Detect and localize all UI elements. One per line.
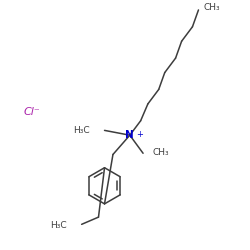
Text: CH₃: CH₃ bbox=[203, 3, 220, 12]
Text: Cl⁻: Cl⁻ bbox=[24, 107, 41, 117]
Text: CH₃: CH₃ bbox=[153, 148, 169, 157]
Text: H₃C: H₃C bbox=[50, 221, 67, 230]
Text: +: + bbox=[136, 130, 143, 140]
Text: N: N bbox=[126, 130, 134, 140]
Text: H₃C: H₃C bbox=[74, 126, 90, 135]
